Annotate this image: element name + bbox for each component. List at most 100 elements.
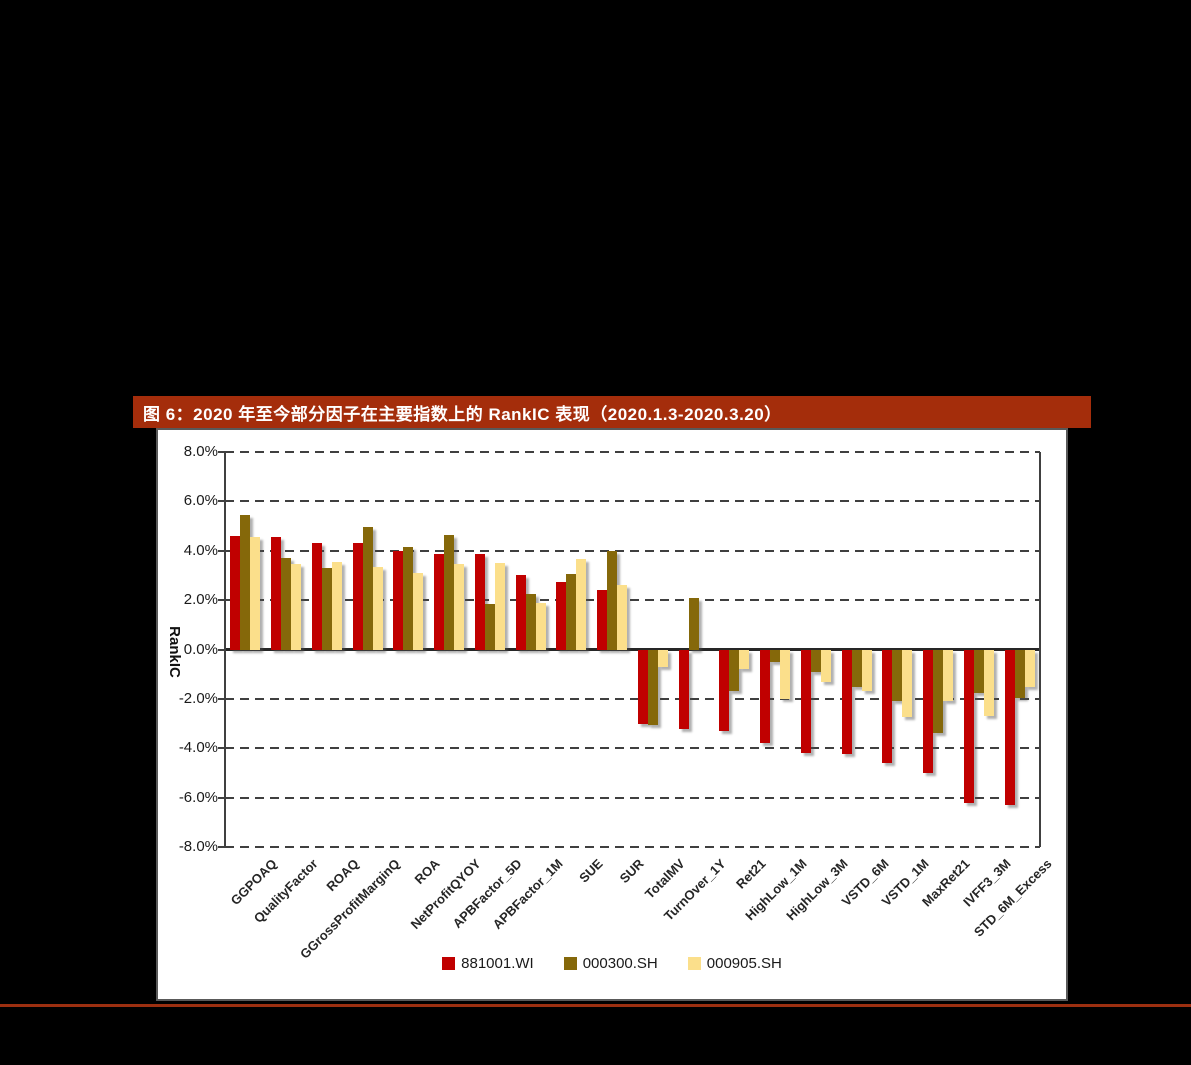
bar-000300.SH: [973, 649, 984, 693]
bar-881001.WI: [882, 649, 893, 764]
bar-000300.SH: [933, 649, 944, 734]
bottom-rule: [0, 1004, 1191, 1007]
bar-000905.SH: [943, 649, 954, 702]
bar-000300.SH: [688, 597, 699, 650]
bar-000300.SH: [810, 649, 821, 672]
bar-000905.SH: [494, 563, 505, 650]
y-tick-label: 0.0%: [183, 640, 218, 658]
bar-000300.SH: [729, 649, 740, 692]
chart-area: RankIC 881001.WI 000300.SH 000905.SH 8.0% 6…: [158, 430, 1066, 999]
figure-title-bar: 图 6：2020 年至今部分因子在主要指数上的 RankIC 表现（2020.1…: [133, 396, 1091, 428]
bar-000905.SH: [331, 561, 342, 650]
bar-000300.SH: [770, 649, 781, 662]
bar-000300.SH: [892, 649, 903, 702]
legend-label: 000905.SH: [706, 955, 782, 972]
y-tick-label: 2.0%: [183, 591, 218, 609]
grid-line: [225, 697, 1040, 700]
bar-881001.WI: [556, 581, 567, 650]
bar-881001.WI: [800, 649, 811, 754]
legend-label: 881001.WI: [461, 955, 534, 972]
grid-line: [225, 846, 1040, 848]
bar-000300.SH: [647, 649, 658, 725]
y-axis-tick: [218, 451, 225, 453]
bar-000905.SH: [861, 649, 872, 692]
grid-line: [225, 500, 1040, 503]
y-tick-label: 8.0%: [183, 443, 218, 460]
y-axis-tick: [218, 648, 225, 651]
y-axis-tick: [218, 846, 225, 848]
bar-000905.SH: [250, 537, 261, 650]
bar-000300.SH: [484, 603, 495, 650]
bar-881001.WI: [923, 649, 934, 773]
bar-881001.WI: [597, 590, 608, 650]
bar-000905.SH: [576, 559, 587, 650]
y-axis-tick: [218, 796, 225, 799]
y-axis-tick: [218, 747, 225, 750]
legend-item-000905.SH: 000905.SH: [687, 955, 782, 972]
bar-000300.SH: [851, 649, 862, 687]
grid-line: [225, 747, 1040, 750]
bar-000300.SH: [321, 568, 332, 650]
y-tick-label: 6.0%: [183, 492, 218, 510]
grid-line: [225, 451, 1040, 453]
bar-881001.WI: [963, 649, 974, 803]
bar-000905.SH: [739, 649, 750, 670]
bar-000300.SH: [444, 534, 455, 650]
bar-000905.SH: [291, 564, 302, 650]
bar-000905.SH: [902, 649, 913, 718]
bar-000300.SH: [362, 527, 373, 650]
bar-000300.SH: [525, 593, 536, 650]
grid-line: [225, 549, 1040, 552]
y-tick-label: 4.0%: [183, 541, 218, 559]
y-axis-tick: [218, 500, 225, 503]
bar-881001.WI: [637, 649, 648, 724]
bar-000905.SH: [983, 649, 994, 717]
legend-item-000300.SH: 000300.SH: [563, 955, 658, 972]
bar-000905.SH: [454, 564, 465, 650]
y-axis-tick: [218, 599, 225, 602]
plot-right-border: [1039, 452, 1041, 847]
bar-881001.WI: [515, 575, 526, 650]
bar-881001.WI: [434, 554, 445, 650]
bar-000300.SH: [607, 550, 618, 650]
y-tick-label: -2.0%: [178, 689, 218, 707]
bar-000300.SH: [403, 547, 414, 650]
bar-000300.SH: [240, 514, 251, 650]
y-axis-tick: [218, 549, 225, 552]
bar-881001.WI: [230, 535, 241, 650]
bar-000905.SH: [413, 572, 424, 650]
bar-881001.WI: [719, 649, 730, 731]
bar-881001.WI: [311, 543, 322, 650]
grid-line: [225, 599, 1040, 602]
bar-000905.SH: [535, 602, 546, 650]
bar-881001.WI: [271, 537, 282, 650]
bar-000905.SH: [780, 649, 791, 699]
bar-000905.SH: [617, 585, 628, 650]
bar-881001.WI: [393, 550, 404, 650]
y-tick-label: -8.0%: [178, 838, 218, 855]
legend-label: 000300.SH: [582, 955, 658, 972]
bar-000905.SH: [657, 649, 668, 667]
bar-881001.WI: [1004, 649, 1015, 806]
bar-000905.SH: [1024, 649, 1035, 687]
bar-000300.SH: [1014, 649, 1025, 698]
y-tick-label: -6.0%: [178, 788, 218, 806]
bar-881001.WI: [678, 649, 689, 729]
legend-swatch-icon: [687, 957, 701, 970]
bar-881001.WI: [760, 649, 771, 744]
bar-000300.SH: [566, 574, 577, 650]
y-axis-tick: [218, 697, 225, 700]
y-axis-line: [224, 452, 226, 847]
grid-line: [225, 796, 1040, 799]
x-axis-zero-line: [225, 648, 1040, 651]
bar-000905.SH: [820, 649, 831, 682]
bar-881001.WI: [841, 649, 852, 755]
bar-881001.WI: [474, 554, 485, 650]
chart-legend: 881001.WI 000300.SH 000905.SH: [158, 955, 1066, 972]
y-tick-label: -4.0%: [178, 739, 218, 757]
bar-000905.SH: [372, 566, 383, 650]
figure-title: 图 6：2020 年至今部分因子在主要指数上的 RankIC 表现（2020.1…: [143, 404, 782, 424]
legend-swatch-icon: [442, 957, 456, 970]
legend-swatch-icon: [563, 957, 577, 970]
